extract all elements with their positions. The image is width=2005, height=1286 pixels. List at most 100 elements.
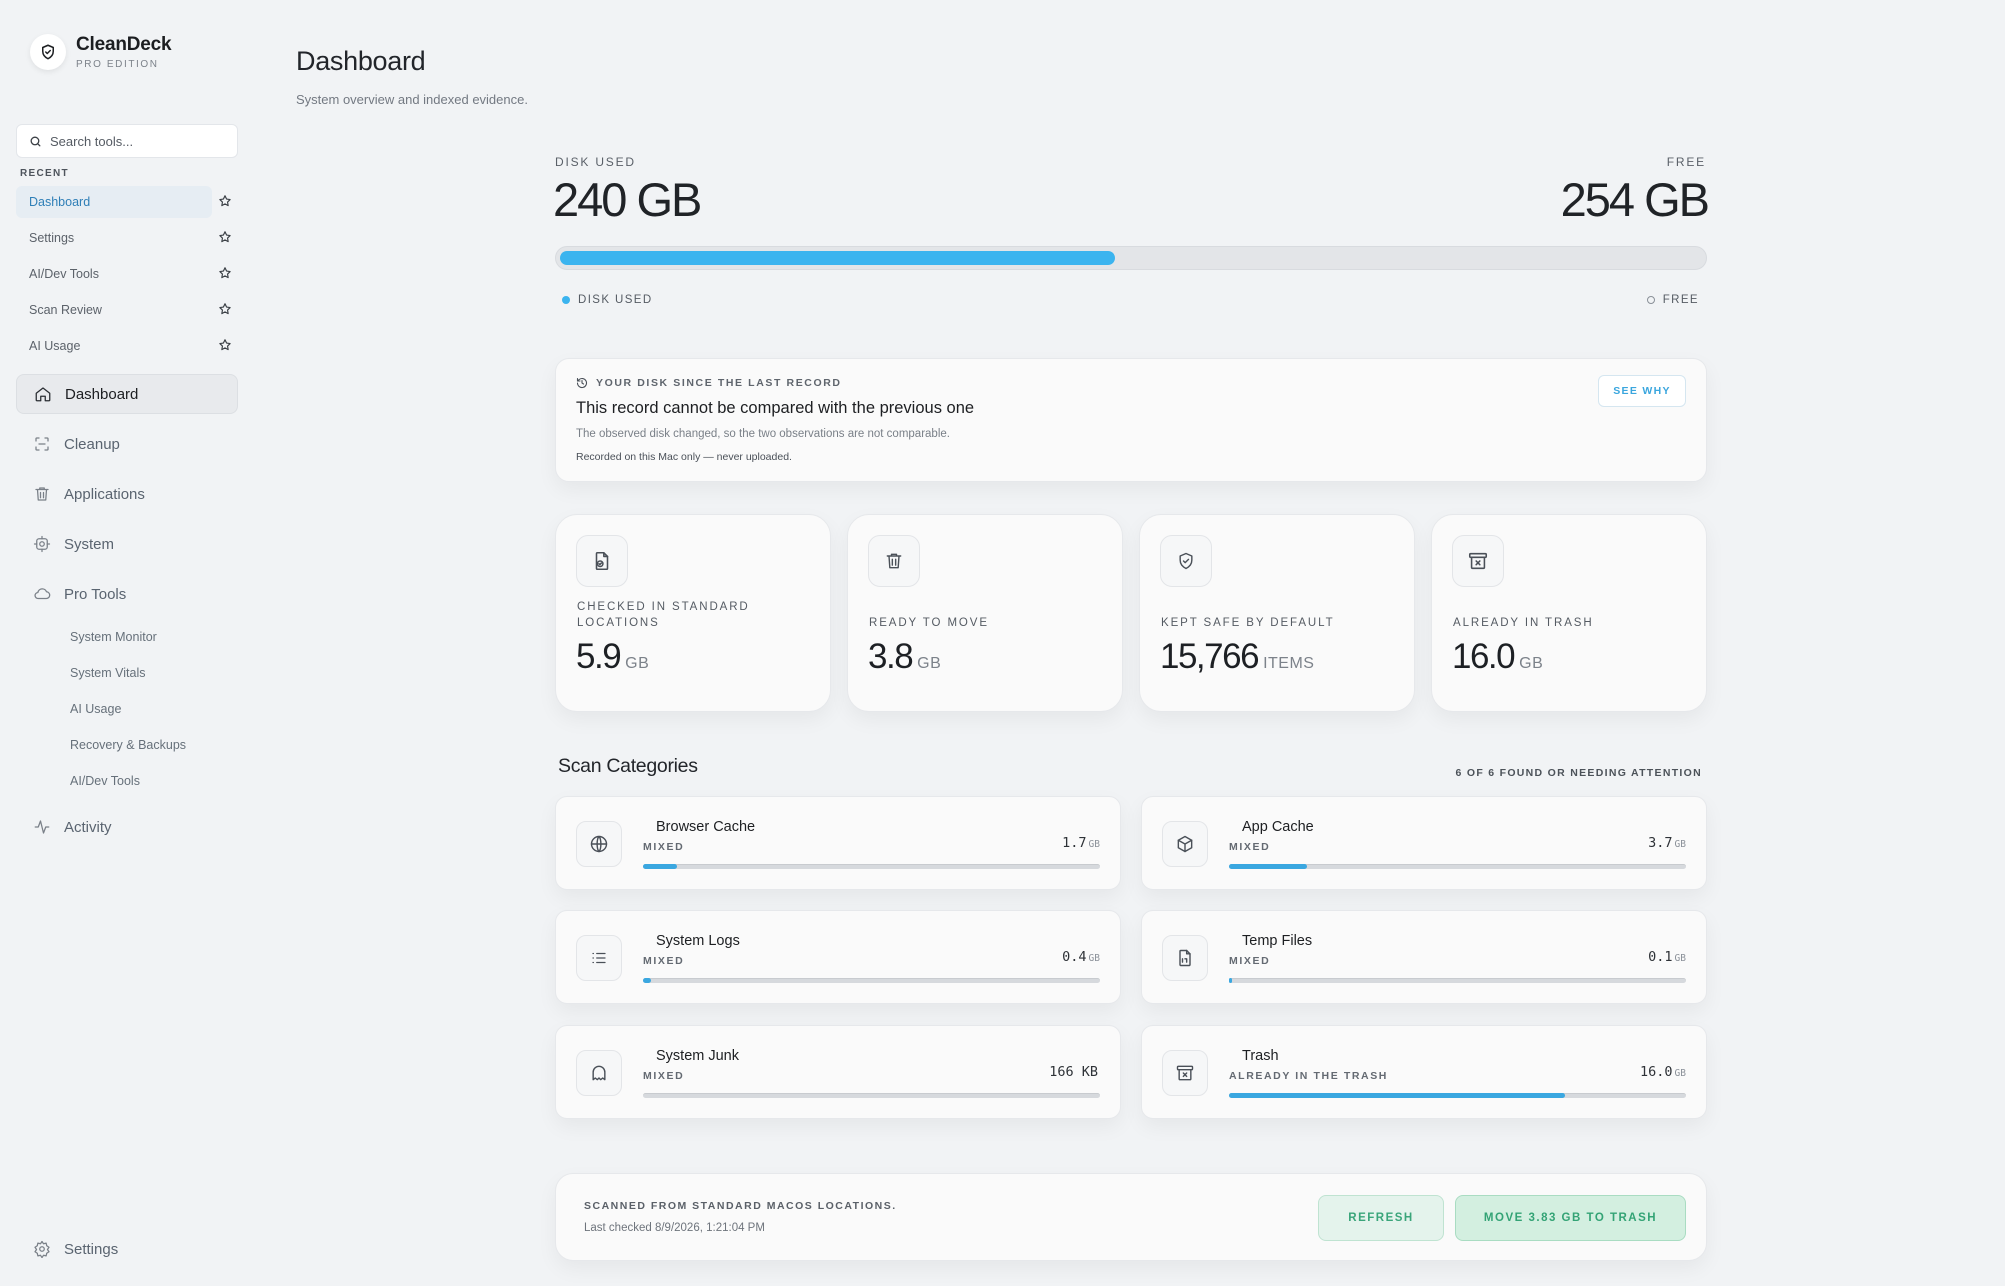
history-icon xyxy=(576,377,588,389)
star-icon[interactable] xyxy=(218,194,234,210)
stat-label: READY TO MOVE xyxy=(869,617,989,629)
footer-last-checked: Last checked 8/9/2026, 1:21:04 PM xyxy=(584,1222,765,1234)
category-bar xyxy=(1229,864,1686,869)
nav-item-cleanup[interactable]: Cleanup xyxy=(16,424,238,464)
category-size: 0.1 GB xyxy=(1648,949,1686,965)
category-size-value: 0.1 xyxy=(1648,949,1673,965)
category-bar xyxy=(643,978,1100,983)
globe-icon xyxy=(576,821,622,867)
file-check-icon xyxy=(576,535,628,587)
recent-item-ai-usage[interactable]: AI Usage xyxy=(29,339,81,353)
brand-name: CleanDeck xyxy=(76,34,172,55)
nav-label: Pro Tools xyxy=(64,585,127,603)
category-size-value: 3.7 xyxy=(1648,835,1673,851)
category-card-app-cache[interactable]: App Cache MIXED 3.7 GB xyxy=(1141,796,1707,890)
star-icon[interactable] xyxy=(218,338,234,354)
gear-icon xyxy=(33,535,51,553)
category-size-value: 16.0 xyxy=(1640,1064,1673,1080)
legend-used-dot xyxy=(562,296,570,304)
nav-item-applications[interactable]: Applications xyxy=(16,474,238,514)
page-subtitle: System overview and indexed evidence. xyxy=(296,92,528,107)
recent-item-dashboard[interactable]: Dashboard xyxy=(16,186,212,218)
category-size: 3.7 GB xyxy=(1648,835,1686,851)
stat-card-kept-safe: KEPT SAFE BY DEFAULT 15,766 ITEMS xyxy=(1139,514,1415,712)
move-to-trash-button[interactable]: MOVE 3.83 GB TO TRASH xyxy=(1455,1195,1686,1241)
disk-record-card: YOUR DISK SINCE THE LAST RECORD This rec… xyxy=(555,358,1707,482)
nav-label: Activity xyxy=(64,818,112,836)
category-card-system-logs[interactable]: System Logs MIXED 0.4 GB xyxy=(555,910,1121,1004)
nav-item-system[interactable]: System xyxy=(16,524,238,564)
search-input[interactable] xyxy=(50,133,230,149)
stat-number: 15,766 xyxy=(1160,637,1260,676)
page-title: Dashboard xyxy=(296,46,426,76)
recent-item-ai-dev-tools[interactable]: AI/Dev Tools xyxy=(29,267,99,281)
category-tag: MIXED xyxy=(643,1070,685,1082)
nav-label: Applications xyxy=(64,485,145,503)
star-icon[interactable] xyxy=(218,302,234,318)
stat-card-in-trash: ALREADY IN TRASH 16.0 GB xyxy=(1431,514,1707,712)
category-name: Temp Files xyxy=(1242,933,1313,949)
refresh-button[interactable]: REFRESH xyxy=(1318,1195,1444,1241)
category-bar-fill xyxy=(1229,978,1232,983)
category-bar-fill xyxy=(643,978,652,983)
star-icon[interactable] xyxy=(218,230,234,246)
search-icon xyxy=(29,135,42,148)
category-card-system-junk[interactable]: System Junk MIXED 166 KB xyxy=(555,1025,1121,1119)
sub-item-system-monitor[interactable]: System Monitor xyxy=(70,630,157,644)
category-name: System Logs xyxy=(656,933,740,949)
brand-edition: PRO EDITION xyxy=(76,59,159,70)
category-size: 166 KB xyxy=(1049,1064,1100,1080)
nav-label: Dashboard xyxy=(65,385,139,403)
archive-x-icon xyxy=(1162,1050,1208,1096)
stat-card-checked: CHECKED IN STANDARD LOCATIONS 5.9 GB xyxy=(555,514,831,712)
sub-item-ai-dev-tools[interactable]: AI/Dev Tools xyxy=(70,774,140,788)
stat-label: ALREADY IN TRASH xyxy=(1453,617,1594,629)
category-bar-fill xyxy=(1229,1093,1565,1098)
legend-free-label: FREE xyxy=(1662,294,1699,306)
category-card-browser-cache[interactable]: Browser Cache MIXED 1.7 GB xyxy=(555,796,1121,890)
category-size: 1.7 GB xyxy=(1062,835,1100,851)
record-title: This record cannot be compared with the … xyxy=(576,399,975,417)
brand[interactable]: CleanDeck PRO EDITION xyxy=(30,34,172,70)
nav-item-settings[interactable]: Settings xyxy=(16,1229,238,1269)
list-icon xyxy=(576,935,622,981)
category-bar xyxy=(643,864,1100,869)
recent-label: RECENT xyxy=(20,168,69,179)
category-card-trash[interactable]: Trash ALREADY IN THE TRASH 16.0 GB xyxy=(1141,1025,1707,1119)
sub-item-ai-usage[interactable]: AI Usage xyxy=(70,702,122,716)
sub-item-recovery-backups[interactable]: Recovery & Backups xyxy=(70,738,187,752)
disk-free-value: 254 GB xyxy=(1560,173,1710,226)
activity-icon xyxy=(33,818,51,836)
category-tag: MIXED xyxy=(1229,955,1271,967)
recent-item-settings[interactable]: Settings xyxy=(29,231,75,245)
home-icon xyxy=(34,385,52,403)
sidebar: CleanDeck PRO EDITION RECENT Dashboard S… xyxy=(0,0,256,1286)
category-size-value: 166 KB xyxy=(1049,1064,1098,1080)
file-code-icon xyxy=(1162,935,1208,981)
category-name: App Cache xyxy=(1242,819,1314,835)
legend-used-label: DISK USED xyxy=(578,294,653,306)
section-meta: 6 OF 6 FOUND OR NEEDING ATTENTION xyxy=(1455,767,1702,779)
stat-unit: GB xyxy=(1519,655,1544,672)
category-size-value: 0.4 xyxy=(1062,949,1087,965)
nav-item-dashboard[interactable]: Dashboard xyxy=(16,374,238,414)
shield-check-icon xyxy=(1160,535,1212,587)
see-why-button[interactable]: SEE WHY xyxy=(1598,375,1686,407)
nav-label: System xyxy=(64,535,115,553)
recent-item-scan-review[interactable]: Scan Review xyxy=(29,303,102,317)
category-name: System Junk xyxy=(656,1048,739,1064)
category-size: 0.4 GB xyxy=(1062,949,1100,965)
category-bar xyxy=(1229,1093,1686,1098)
sub-item-system-vitals[interactable]: System Vitals xyxy=(70,666,146,680)
nav-item-activity[interactable]: Activity xyxy=(16,807,238,847)
category-name: Browser Cache xyxy=(656,819,756,835)
disk-usage-bar xyxy=(555,246,1707,270)
nav-item-pro-tools[interactable]: Pro Tools xyxy=(16,574,238,614)
box-icon xyxy=(1162,821,1208,867)
disk-usage-fill xyxy=(560,251,1115,265)
search-box[interactable] xyxy=(16,124,238,158)
category-card-temp-files[interactable]: Temp Files MIXED 0.1 GB xyxy=(1141,910,1707,1004)
legend-used: DISK USED xyxy=(562,294,653,306)
star-icon[interactable] xyxy=(218,266,234,282)
record-eyebrow: YOUR DISK SINCE THE LAST RECORD xyxy=(576,377,842,389)
